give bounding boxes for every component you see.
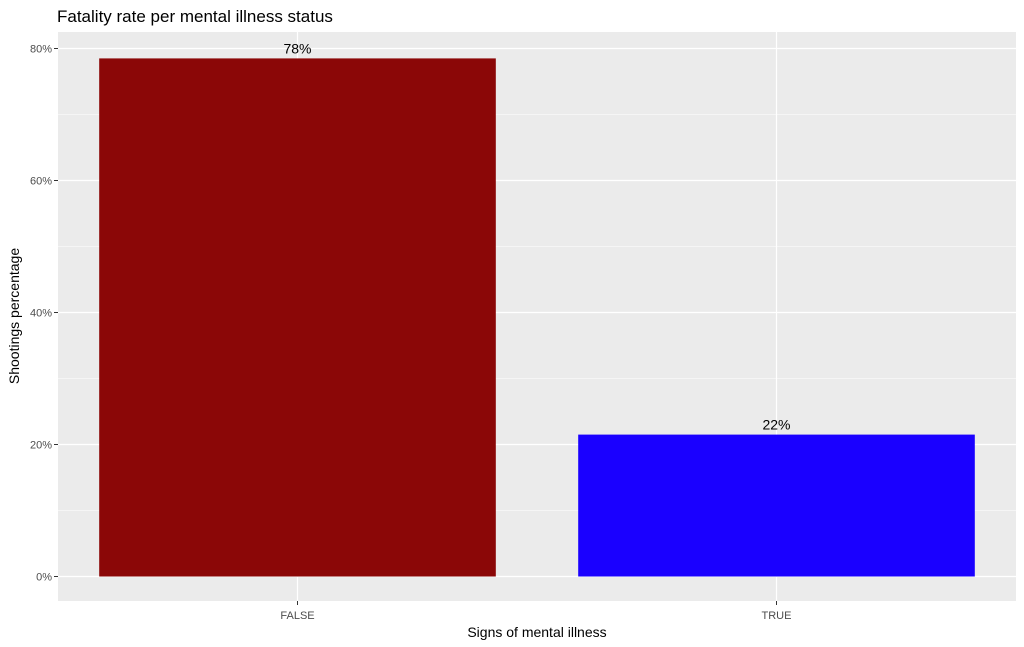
x-tick-label: FALSE [280, 610, 314, 622]
y-axis: 0% 20% 40% 60% 80% [30, 44, 58, 584]
bar-value-label: 78% [283, 40, 311, 56]
bar-value-label: 22% [762, 417, 790, 433]
y-axis-title: Shootings percentage [6, 248, 22, 384]
bar-value-labels: 78% 22% [283, 40, 790, 432]
y-tick-label: 40% [30, 308, 52, 320]
y-tick-label: 0% [36, 572, 52, 584]
y-tick-label: 20% [30, 440, 52, 452]
chart-title: Fatality rate per mental illness status [57, 7, 333, 26]
bar-false [99, 58, 496, 577]
x-axis: FALSE TRUE [280, 601, 791, 622]
y-tick-label: 60% [30, 176, 52, 188]
bars-group [99, 58, 975, 577]
bar-true [578, 434, 975, 577]
x-tick-label: TRUE [762, 610, 792, 622]
x-axis-title: Signs of mental illness [467, 624, 606, 640]
y-tick-label: 80% [30, 44, 52, 56]
